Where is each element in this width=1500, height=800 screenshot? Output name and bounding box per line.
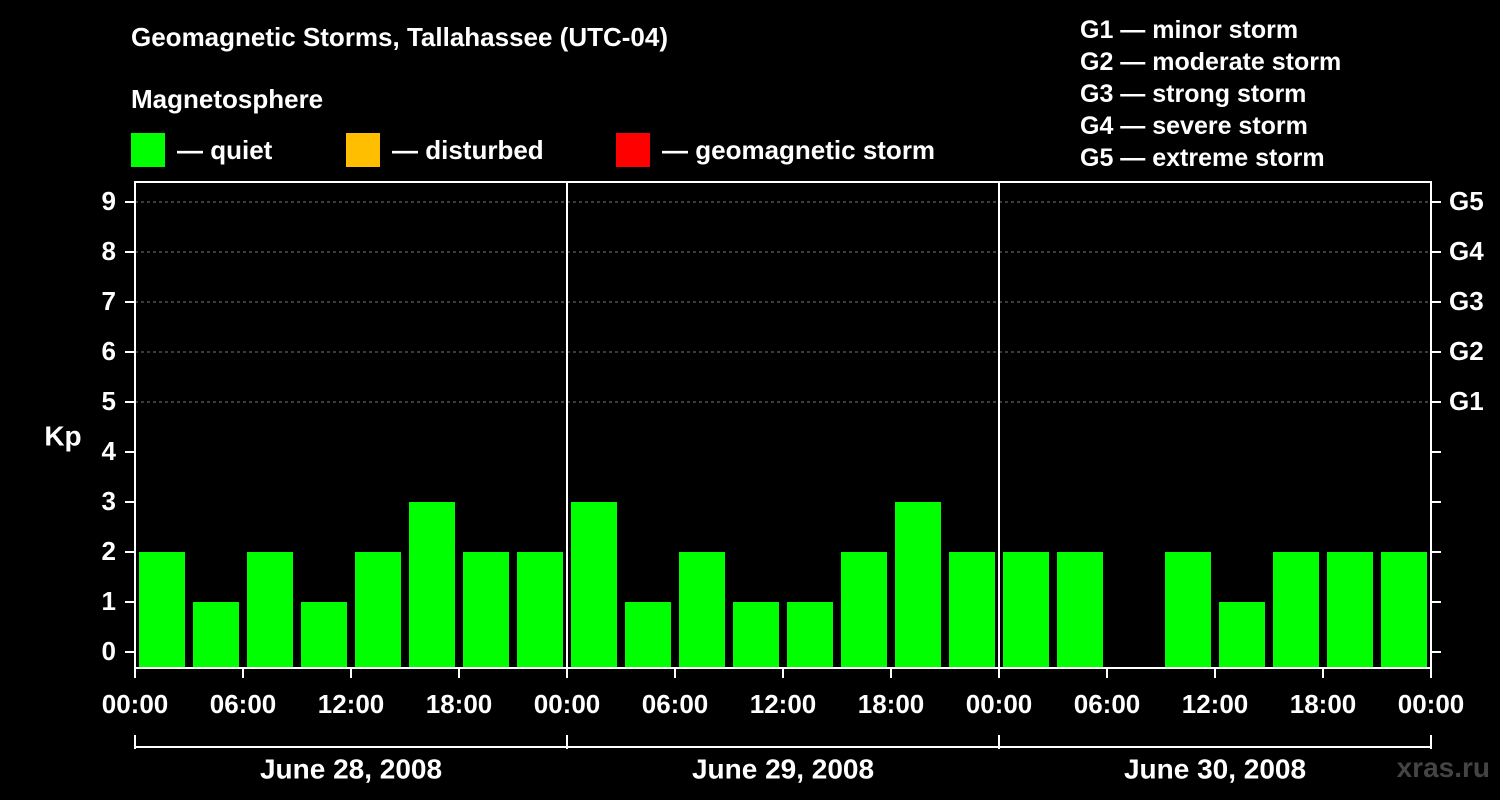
x-tick-label: 00:00 xyxy=(102,689,169,719)
g-level-label: G5 xyxy=(1449,186,1484,216)
day-label: June 28, 2008 xyxy=(260,753,442,784)
storm-level-g5: G5 — extreme storm xyxy=(1080,144,1325,172)
day-label: June 29, 2008 xyxy=(692,753,874,784)
chart-subtitle: Magnetosphere xyxy=(131,84,324,114)
y-tick-label: 8 xyxy=(102,236,116,266)
legend-swatch-disturbed xyxy=(346,133,380,167)
legend-item-quiet: — quiet xyxy=(131,133,272,167)
storm-level-g1: G1 — minor storm xyxy=(1080,16,1299,44)
kp-bar xyxy=(625,602,671,668)
storm-levels-list: G1 — minor storm G2 — moderate storm G3 … xyxy=(1080,14,1341,174)
kp-bar xyxy=(1273,552,1319,668)
kp-bar xyxy=(139,552,185,668)
kp-bar xyxy=(355,552,401,668)
x-tick-label: 00:00 xyxy=(534,689,601,719)
kp-bar xyxy=(301,602,347,668)
y-tick-label: 2 xyxy=(102,536,116,566)
x-tick-label: 18:00 xyxy=(1290,689,1357,719)
y-tick-label: 3 xyxy=(102,486,116,516)
g-level-label: G4 xyxy=(1449,236,1484,266)
y-tick-label: 1 xyxy=(102,586,116,616)
g-level-label: G1 xyxy=(1449,386,1484,416)
y-tick-label: 4 xyxy=(102,436,117,466)
x-tick-label: 06:00 xyxy=(642,689,709,719)
y-tick-label: 9 xyxy=(102,186,116,216)
kp-bar xyxy=(1057,552,1103,668)
kp-bar xyxy=(1003,552,1049,668)
kp-bar xyxy=(841,552,887,668)
kp-bar xyxy=(247,552,293,668)
y-axis-label: Kp xyxy=(44,420,81,451)
watermark: xras.ru xyxy=(1396,752,1490,783)
legend-label-storm: — geomagnetic storm xyxy=(662,134,936,165)
legend-item-storm: — geomagnetic storm xyxy=(616,133,935,167)
kp-bar xyxy=(733,602,779,668)
kp-bar xyxy=(571,502,617,668)
x-tick-label: 12:00 xyxy=(318,689,385,719)
plot-frame xyxy=(134,181,1432,669)
kp-bar xyxy=(1219,602,1265,668)
x-tick-label: 18:00 xyxy=(858,689,925,719)
storm-level-g4: G4 — severe storm xyxy=(1080,112,1308,140)
g-level-label: G3 xyxy=(1449,286,1484,316)
kp-bar xyxy=(193,602,239,668)
chart-title: Geomagnetic Storms, Tallahassee (UTC-04) xyxy=(131,22,669,52)
x-tick-label: 12:00 xyxy=(1182,689,1249,719)
kp-bar xyxy=(895,502,941,668)
x-tick-label: 06:00 xyxy=(210,689,277,719)
kp-bar xyxy=(409,502,455,668)
kp-bar xyxy=(949,552,995,668)
kp-bar xyxy=(679,552,725,668)
legend-label-disturbed: — disturbed xyxy=(392,134,544,165)
kp-bar xyxy=(1381,552,1427,668)
y-tick-label: 7 xyxy=(102,286,116,316)
x-tick-label: 00:00 xyxy=(1398,689,1465,719)
x-tick-label: 00:00 xyxy=(966,689,1033,719)
x-tick-label: 12:00 xyxy=(750,689,817,719)
day-label: June 30, 2008 xyxy=(1124,753,1306,784)
kp-bar xyxy=(787,602,833,668)
legend-swatch-quiet xyxy=(131,133,165,167)
storm-level-g3: G3 — strong storm xyxy=(1080,80,1307,108)
kp-bar xyxy=(1327,552,1373,668)
kp-bar xyxy=(1165,552,1211,668)
y-tick-label: 5 xyxy=(102,386,116,416)
g-level-label: G2 xyxy=(1449,336,1484,366)
kp-bar xyxy=(463,552,509,668)
y-tick-label: 0 xyxy=(102,636,116,666)
legend-item-disturbed: — disturbed xyxy=(346,133,544,167)
legend-swatch-storm xyxy=(616,133,650,167)
kp-bar xyxy=(517,552,563,668)
y-tick-label: 6 xyxy=(102,336,116,366)
x-tick-label: 18:00 xyxy=(426,689,493,719)
x-tick-label: 06:00 xyxy=(1074,689,1141,719)
legend-label-quiet: — quiet xyxy=(177,134,273,165)
storm-level-g2: G2 — moderate storm xyxy=(1080,48,1342,76)
